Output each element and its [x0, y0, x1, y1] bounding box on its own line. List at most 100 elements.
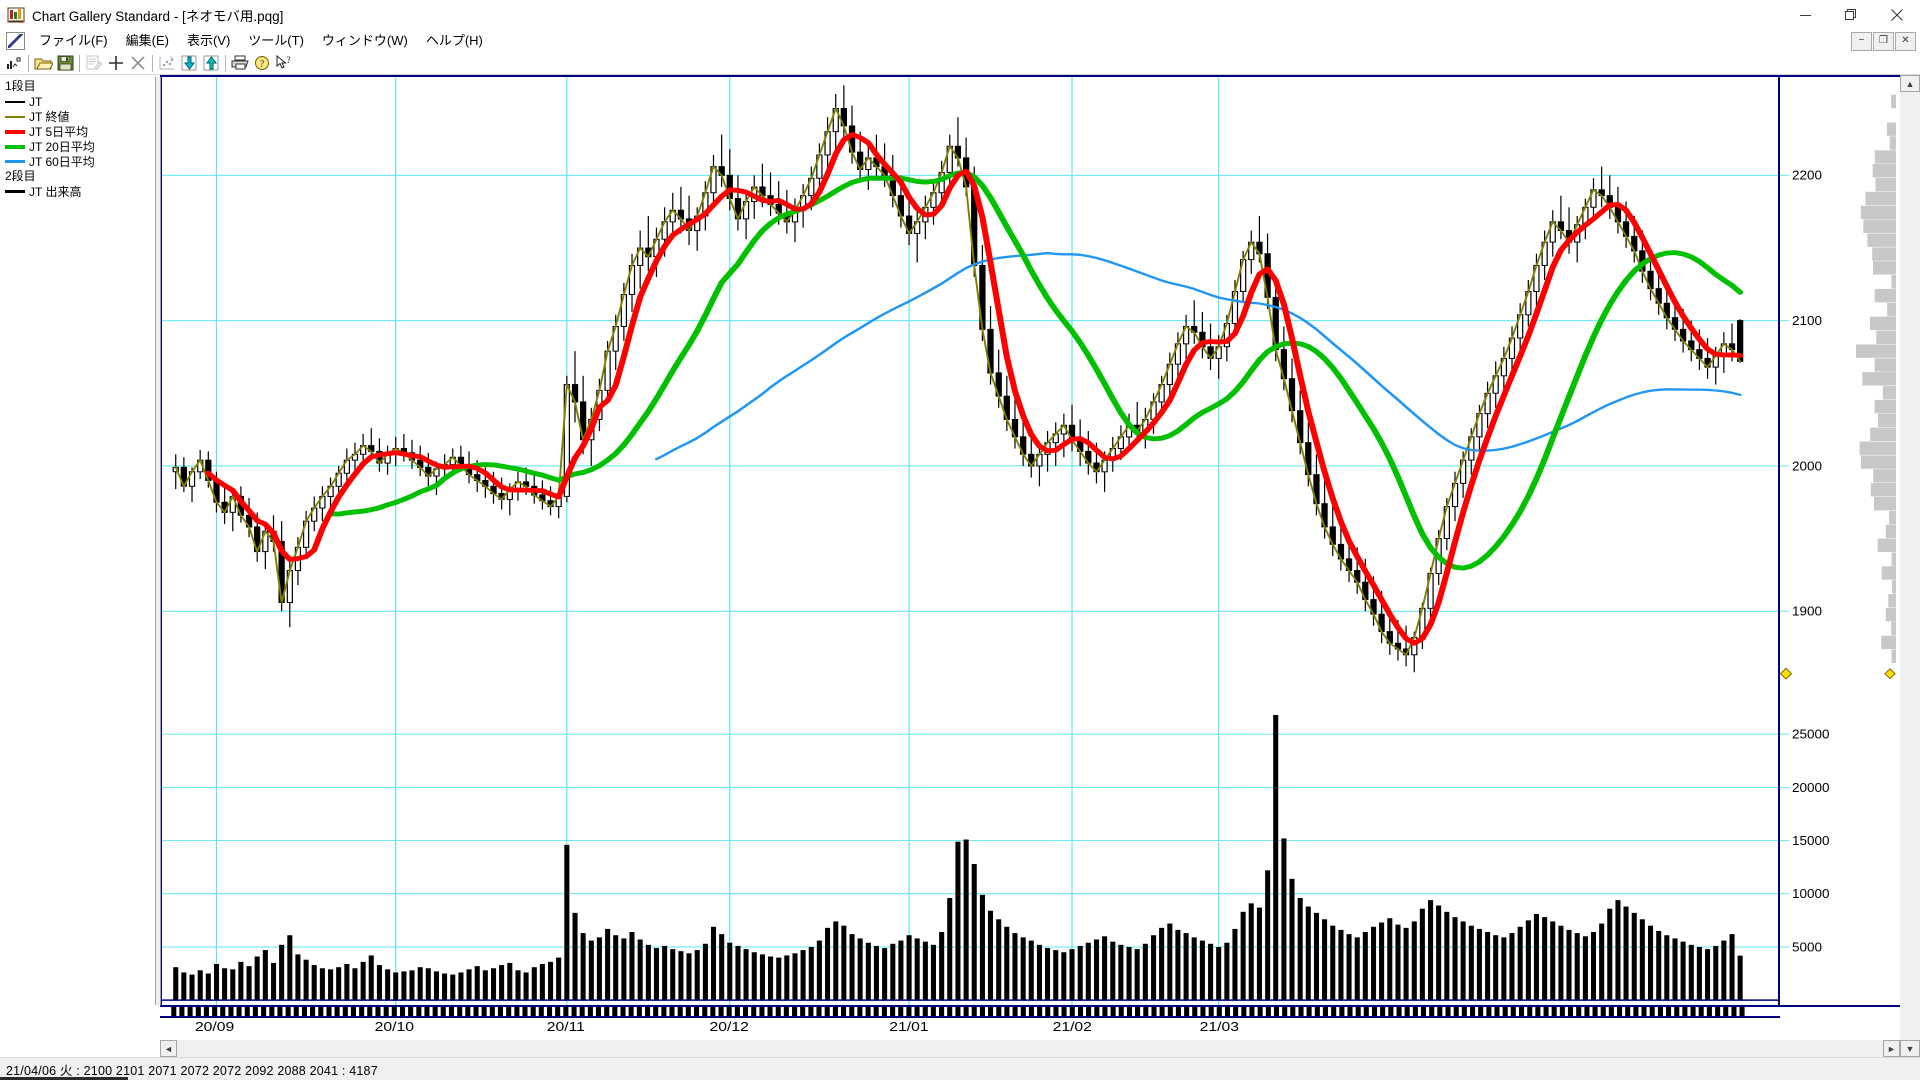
legend-label-jt-ma20: JT 20日平均 — [29, 139, 95, 154]
mdi-close-button[interactable]: ✕ — [1895, 31, 1916, 51]
properties-icon[interactable] — [83, 53, 105, 74]
menu-window[interactable]: ウィンドウ(W) — [321, 32, 408, 48]
svg-text:1900: 1900 — [1792, 604, 1822, 619]
upload-icon[interactable] — [200, 53, 222, 74]
chart-frame: 2200 2100 2000 1900 25000 20000 15000 10000 5000… — [155, 75, 1900, 1057]
scatter-icon[interactable] — [156, 53, 178, 74]
vertical-scrollbar[interactable]: ▲ ▼ — [1900, 75, 1920, 1057]
document-icon — [6, 32, 25, 50]
axis-labels: 2200 2100 2000 1900 25000 20000 15000 10000 5000 — [1780, 168, 1830, 955]
volume-profile-histogram — [1856, 94, 1896, 680]
resize-grip[interactable] — [1903, 1062, 1917, 1076]
chart-workspace: 1段目 JT JT 終値 JT 5日平均 JT 20日平均 JT 60日平均 — [0, 75, 1920, 1057]
price-volume-plot[interactable] — [162, 77, 1778, 1005]
menu-bar: ファイル(F) 編集(E) 表示(V) ツール(T) ウィンドウ(W) ヘルプ(… — [0, 30, 1920, 52]
chart-canvas-area: 2200 2100 2000 1900 25000 20000 15000 10000 5000 — [155, 75, 1900, 1007]
chart-plot[interactable] — [155, 75, 1778, 1007]
svg-text:20/12: 20/12 — [710, 1020, 749, 1034]
svg-text:5000: 5000 — [1792, 940, 1822, 955]
legend-swatch-jt-ma60 — [5, 160, 25, 163]
scroll-up-button[interactable]: ▲ — [1900, 75, 1920, 92]
svg-text:?: ? — [260, 59, 265, 70]
volume-profile — [1842, 75, 1900, 1007]
svg-text:21/03: 21/03 — [1200, 1020, 1239, 1034]
legend-item-jt-ma20[interactable]: JT 20日平均 — [4, 139, 160, 154]
date-axis: 20/09 20/10 20/11 20/12 21/01 21/02 21/03 — [160, 1007, 1900, 1039]
legend-label-jt-ma5: JT 5日平均 — [29, 124, 89, 139]
legend-label-jt: JT — [29, 94, 43, 109]
menu-view[interactable]: 表示(V) — [186, 32, 231, 48]
legend-label-jt-volume: JT 出来高 — [29, 184, 82, 199]
chart-new-icon[interactable] — [3, 53, 25, 74]
date-axis-labels: 20/09 20/10 20/11 20/12 21/01 21/02 21/03 — [160, 1007, 1780, 1035]
scroll-track[interactable] — [177, 1040, 1883, 1057]
legend-swatch-jt-ma20 — [5, 144, 25, 149]
legend-group-pane2-title: 2段目 — [5, 169, 36, 183]
legend-label-jt-close: JT 終値 — [29, 109, 70, 124]
scroll-left-button[interactable]: ◄ — [160, 1040, 177, 1057]
toolbar-separator — [25, 54, 32, 72]
horizontal-scrollbar[interactable]: ◄ ► — [160, 1039, 1900, 1057]
add-icon[interactable] — [105, 53, 127, 74]
legend-item-jt-volume[interactable]: JT 出来高 — [4, 184, 160, 199]
close-button[interactable] — [1874, 0, 1920, 30]
window-title: Chart Gallery Standard - [ネオモバ用.pqg] — [32, 9, 284, 24]
toolbar-separator — [222, 54, 229, 72]
svg-text:20/11: 20/11 — [547, 1020, 585, 1034]
status-text: 21/04/06 火 : 2100 2101 2071 2072 2072 20… — [6, 1063, 378, 1078]
title-bar: Chart Gallery Standard - [ネオモバ用.pqg] — [0, 0, 1920, 30]
print-icon[interactable] — [229, 53, 251, 74]
menu-tools[interactable]: ツール(T) — [248, 32, 304, 48]
open-file-icon[interactable] — [32, 53, 54, 74]
status-bar: 21/04/06 火 : 2100 2101 2071 2072 2072 20… — [0, 1057, 1920, 1080]
svg-text:2000: 2000 — [1792, 458, 1822, 473]
menu-help[interactable]: ヘルプ(H) — [425, 32, 483, 48]
pane-divider — [155, 77, 161, 1005]
legend-swatch-jt — [5, 100, 25, 103]
svg-text:25000: 25000 — [1792, 727, 1830, 742]
download-icon[interactable] — [178, 53, 200, 74]
legend-label-jt-ma60: JT 60日平均 — [29, 154, 95, 169]
delete-icon[interactable] — [127, 53, 149, 74]
toolbar-separator — [149, 54, 156, 72]
toolbar-separator — [76, 54, 83, 72]
legend-item-jt[interactable]: JT — [4, 94, 160, 109]
svg-text:2200: 2200 — [1792, 168, 1822, 183]
svg-text:20000: 20000 — [1792, 780, 1830, 795]
mdi-window-controls: − ❐ ✕ — [1850, 31, 1916, 51]
scroll-right-button[interactable]: ► — [1883, 1040, 1900, 1057]
legend-item-jt-close[interactable]: JT 終値 — [4, 109, 160, 124]
legend-swatch-jt-close — [5, 115, 25, 118]
minimize-button[interactable] — [1782, 0, 1828, 30]
taskbar-edge — [0, 1077, 128, 1080]
svg-text:21/01: 21/01 — [889, 1020, 928, 1034]
menu-file[interactable]: ファイル(F) — [39, 32, 108, 48]
legend-item-jt-ma5[interactable]: JT 5日平均 — [4, 124, 160, 139]
legend-swatch-jt-ma5 — [5, 129, 25, 134]
legend-group-pane1-title: 1段目 — [5, 79, 36, 93]
svg-text:10000: 10000 — [1792, 886, 1830, 901]
svg-text:20/09: 20/09 — [195, 1020, 234, 1034]
mdi-minimize-button[interactable]: − — [1851, 31, 1872, 51]
chart-legend: 1段目 JT JT 終値 JT 5日平均 JT 20日平均 JT 60日平均 — [0, 75, 160, 1057]
context-help-icon[interactable]: ? — [273, 53, 295, 74]
save-file-icon[interactable] — [54, 53, 76, 74]
mdi-restore-button[interactable]: ❐ — [1873, 31, 1894, 51]
date-axis-main: 20/09 20/10 20/11 20/12 21/01 21/02 21/03 — [160, 1007, 1780, 1039]
scroll-thumb[interactable] — [177, 1040, 1883, 1057]
svg-text:15000: 15000 — [1792, 833, 1830, 848]
window-controls — [1782, 0, 1920, 30]
svg-text:20/10: 20/10 — [375, 1020, 414, 1034]
vertical-scroll-track[interactable] — [1900, 92, 1920, 1040]
svg-text:?: ? — [287, 55, 291, 65]
menu-edit[interactable]: 編集(E) — [125, 32, 169, 48]
help-icon[interactable]: ? — [251, 53, 273, 74]
legend-swatch-jt-volume — [5, 190, 25, 193]
maximize-button[interactable] — [1828, 0, 1874, 30]
svg-text:2100: 2100 — [1792, 313, 1822, 328]
legend-item-jt-ma60[interactable]: JT 60日平均 — [4, 154, 160, 169]
date-axis-pad — [1780, 1007, 1900, 1039]
svg-text:21/02: 21/02 — [1053, 1020, 1092, 1034]
scroll-down-button[interactable]: ▼ — [1900, 1040, 1920, 1057]
